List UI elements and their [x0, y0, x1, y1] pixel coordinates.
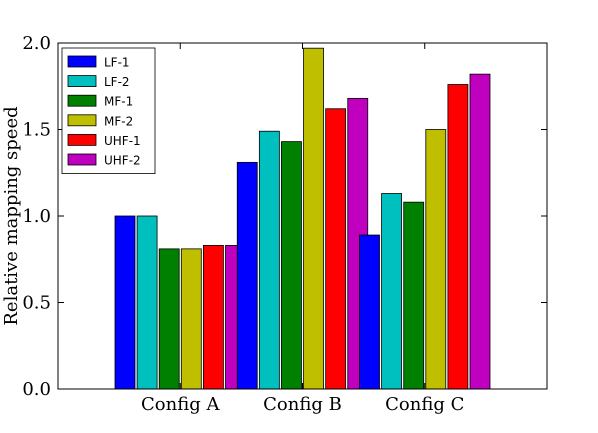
bar-mf-2-config-c [425, 129, 447, 390]
bar-lf-1-config-b [236, 161, 258, 390]
bar-lf-1-config-a [114, 215, 136, 390]
y-tick-label: 2.0 [22, 33, 51, 54]
legend-label-mf-2: MF-2 [104, 114, 133, 128]
bar-mf-1-config-b [281, 141, 302, 390]
bar-mf-1-config-c [403, 201, 425, 390]
bar-uhf-1-config-a [202, 245, 224, 390]
bar-uhf-2-config-c [469, 73, 491, 390]
x-tick-label: Config B [263, 394, 342, 415]
legend-swatch-mf-1 [67, 94, 97, 107]
bar-uhf-1-config-b [325, 108, 347, 390]
y-tick-label: 0.0 [22, 379, 51, 400]
y-axis-label: Relative mapping speed [1, 106, 22, 325]
legend-box [61, 47, 156, 174]
y-tick-label: 1.5 [22, 120, 51, 141]
bar-lf-2-config-b [258, 130, 280, 390]
ticks-group: 0.0 0.5 1.0 1.5 2.0 Config A Config B Config C [22, 33, 547, 415]
legend-label-lf-2: LF-2 [104, 75, 130, 89]
legend-swatch-lf-2 [67, 75, 97, 87]
bar-mf-2-config-a [180, 248, 202, 390]
legend-swatch-lf-1 [67, 55, 97, 68]
legend-label-uhf-2: UHF-2 [104, 154, 141, 168]
legend-label-uhf-1: UHF-1 [104, 134, 141, 148]
x-tick-label: Config C [385, 394, 464, 415]
legend-swatch-mf-2 [67, 114, 97, 127]
bar-mf-1-config-a [158, 248, 180, 390]
bar-uhf-1-config-c [447, 84, 469, 390]
legend: LF-1 LF-2 MF-1 MF-2 UHF-1 UHF-2 [61, 47, 156, 174]
bar-lf-1-config-c [359, 234, 380, 390]
y-tick-label: 0.5 [22, 293, 51, 314]
bar-lf-2-config-a [136, 215, 158, 390]
legend-label-lf-1: LF-1 [104, 56, 130, 70]
bars-group [114, 47, 491, 390]
legend-swatch-uhf-1 [67, 133, 97, 146]
y-tick-label: 1.0 [22, 206, 51, 227]
x-tick-label: Config A [141, 394, 220, 415]
bar-mf-2-config-b [303, 47, 324, 390]
legend-label-mf-1: MF-1 [104, 95, 133, 109]
legend-swatch-uhf-2 [67, 153, 97, 166]
bar-lf-2-config-c [381, 193, 403, 390]
